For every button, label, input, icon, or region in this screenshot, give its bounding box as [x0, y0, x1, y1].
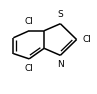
Text: N: N [57, 60, 64, 69]
Text: Cl: Cl [25, 17, 34, 27]
Text: S: S [58, 10, 63, 19]
Text: Cl: Cl [25, 64, 34, 73]
Text: Cl: Cl [83, 35, 92, 44]
